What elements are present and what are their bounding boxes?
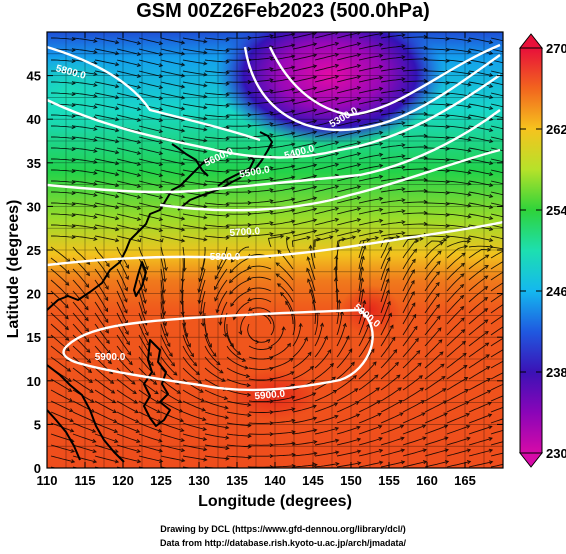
y-axis-label: Latitude (degrees): [5, 199, 22, 339]
colorbar-tick-label: 262: [546, 122, 566, 137]
y-tick-label: 5: [34, 417, 41, 432]
y-axis: 0 5 10 15 20 25 30 35 40 45: [27, 69, 503, 476]
contour-label: 5500.0: [239, 164, 271, 180]
y-tick-label: 10: [27, 374, 41, 389]
x-axis: 110 115 120 125 130 135 140 145 150 155 160 165: [37, 32, 476, 488]
y-tick-label: 40: [27, 112, 41, 127]
colorbar-min-arrow: [518, 452, 544, 468]
y-tick-label: 45: [27, 69, 41, 84]
colorbar-tick-label: 254: [546, 203, 566, 218]
x-tick-label: 125: [150, 473, 172, 488]
y-tick-label: 15: [27, 330, 41, 345]
map-title: GSM 00Z26Feb2023 (500.0hPa): [136, 0, 430, 22]
colorbar-bar: [519, 47, 543, 454]
y-tick-label: 20: [27, 287, 41, 302]
x-tick-label: 120: [112, 473, 134, 488]
x-tick-label: 135: [226, 473, 248, 488]
coastlines: [47, 131, 273, 463]
x-tick-label: 115: [75, 473, 96, 488]
contour-label: 5800.0: [210, 252, 241, 263]
colorbar-tick-label: 230: [546, 446, 566, 461]
x-tick-label: 155: [378, 473, 400, 488]
y-tick-label: 25: [27, 243, 41, 258]
x-tick-label: 165: [454, 473, 476, 488]
y-tick-label: 30: [27, 199, 41, 214]
y-tick-label: 0: [34, 461, 41, 476]
temperature-field: 5300.05400.05500.05600.05700.05800.05900…: [47, 32, 503, 468]
x-tick-label: 160: [416, 473, 438, 488]
colorbar-tick-label: 270: [546, 41, 566, 56]
x-tick-label: 145: [302, 473, 324, 488]
contour-label: 5900.0: [95, 352, 126, 363]
x-axis-label: Longitude (degrees): [198, 493, 352, 510]
x-tick-label: 110: [37, 473, 58, 488]
colorbar-max-arrow: [518, 33, 544, 49]
credit-drawing: Drawing by DCL (https://www.gfd-dennou.o…: [160, 524, 406, 534]
grid-lines: [47, 32, 503, 468]
colorbar: 270 262 254 246 238 230: [518, 33, 566, 468]
colorbar-tick-label: 246: [546, 284, 566, 299]
x-tick-label: 130: [188, 473, 210, 488]
y-tick-label: 35: [27, 156, 41, 171]
credit-data: Data from http://database.rish.kyoto-u.a…: [159, 538, 407, 548]
contour-label: 5900.0: [254, 389, 286, 403]
x-tick-label: 150: [340, 473, 362, 488]
geopotential-contours: [47, 43, 503, 392]
contour-label: 5700.0: [229, 226, 261, 239]
colorbar-tick-label: 238: [546, 365, 566, 380]
x-tick-label: 140: [264, 473, 286, 488]
